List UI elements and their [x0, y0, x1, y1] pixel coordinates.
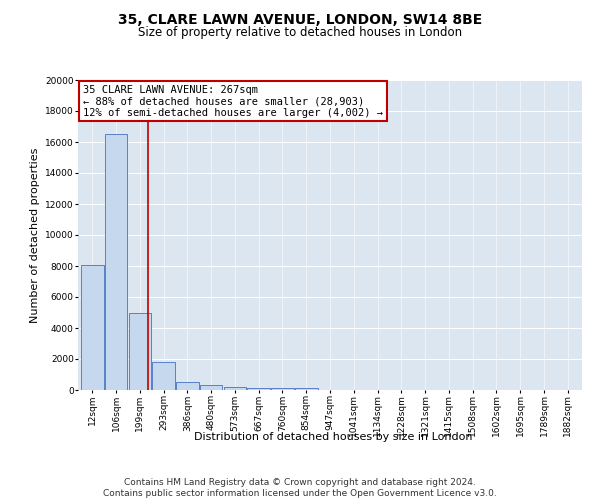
Bar [200, 384, 223, 390]
Text: Contains HM Land Registry data © Crown copyright and database right 2024.
Contai: Contains HM Land Registry data © Crown c… [103, 478, 497, 498]
Bar [152, 362, 175, 390]
Text: 35 CLARE LAWN AVENUE: 267sqm
← 88% of detached houses are smaller (28,903)
12% o: 35 CLARE LAWN AVENUE: 267sqm ← 88% of de… [83, 84, 383, 118]
Text: Distribution of detached houses by size in London: Distribution of detached houses by size … [194, 432, 472, 442]
Text: 35, CLARE LAWN AVENUE, LONDON, SW14 8BE: 35, CLARE LAWN AVENUE, LONDON, SW14 8BE [118, 12, 482, 26]
Y-axis label: Number of detached properties: Number of detached properties [29, 148, 40, 322]
Bar [247, 388, 270, 390]
Bar [128, 312, 151, 390]
Bar [224, 387, 246, 390]
Bar [176, 382, 199, 390]
Bar [271, 388, 294, 390]
Bar [105, 134, 127, 390]
Bar [81, 265, 104, 390]
Bar [295, 388, 317, 390]
Text: Size of property relative to detached houses in London: Size of property relative to detached ho… [138, 26, 462, 39]
